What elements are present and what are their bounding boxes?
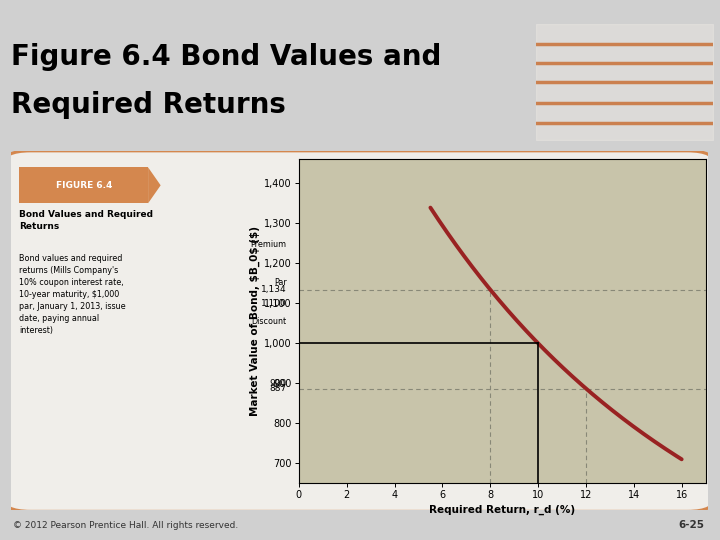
Text: Discount: Discount	[251, 318, 287, 326]
Polygon shape	[148, 167, 161, 203]
Text: Required Returns: Required Returns	[11, 91, 286, 119]
FancyBboxPatch shape	[19, 167, 148, 203]
Text: Bond Values and Required
Returns: Bond Values and Required Returns	[19, 211, 153, 231]
Text: © 2012 Pearson Prentice Hall. All rights reserved.: © 2012 Pearson Prentice Hall. All rights…	[13, 521, 238, 530]
Text: 6-25: 6-25	[678, 520, 704, 530]
Text: 887: 887	[269, 384, 287, 393]
Y-axis label: Market Value of Bond, $B_0$ ($): Market Value of Bond, $B_0$ ($)	[250, 226, 260, 416]
Text: Bond values and required
returns (Mills Company's
10% coupon interest rate,
10-y: Bond values and required returns (Mills …	[19, 254, 126, 335]
Text: Figure 6.4 Bond Values and: Figure 6.4 Bond Values and	[11, 43, 441, 71]
Text: 900: 900	[269, 379, 287, 388]
FancyBboxPatch shape	[2, 151, 716, 511]
X-axis label: Required Return, r_d (%): Required Return, r_d (%)	[429, 504, 575, 515]
Text: 1,134: 1,134	[261, 285, 287, 294]
Text: Premium: Premium	[251, 240, 287, 248]
Text: 1,100: 1,100	[261, 299, 287, 308]
Text: FIGURE 6.4: FIGURE 6.4	[55, 181, 112, 190]
Text: Par: Par	[274, 279, 287, 287]
